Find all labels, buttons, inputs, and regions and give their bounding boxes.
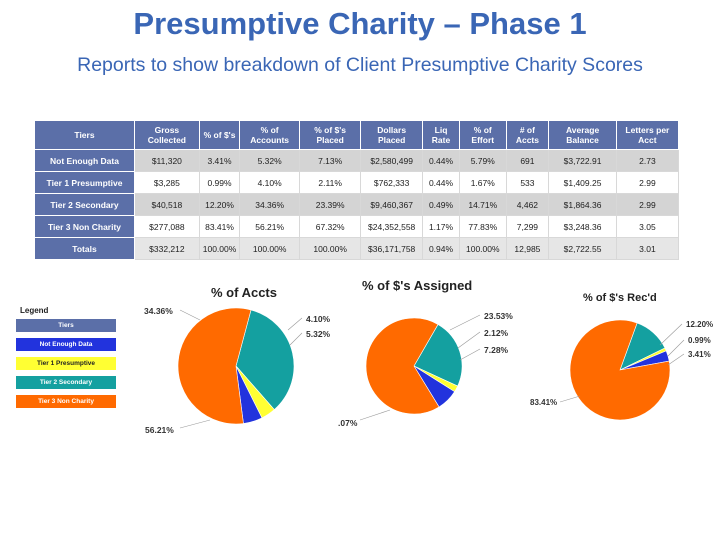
pie-slice-tier-3-non-charity <box>177 307 252 425</box>
row-label: Tier 2 Secondary <box>34 193 135 216</box>
table-header-row: Tiers Gross Collected % of $'s % of Acco… <box>34 120 680 150</box>
table-cell: 100.00% <box>298 237 362 260</box>
pie-chart-dollars-assigned <box>365 317 463 415</box>
table-cell: 100.00% <box>459 237 507 260</box>
table-cell: 0.94% <box>421 237 461 260</box>
table-cell: $40,518 <box>134 193 200 216</box>
table-cell: 4,462 <box>505 193 550 216</box>
table-cell: $9,460,367 <box>360 193 423 216</box>
col-gross-collected: Gross Collected <box>134 120 200 150</box>
col-pct-dollars-placed: % of $'s Placed <box>298 120 362 150</box>
leader-line <box>449 314 481 331</box>
table-row: Tier 2 Secondary $40,518 12.20% 34.36% 2… <box>34 193 680 216</box>
page-subtitle: Reports to show breakdown of Client Pres… <box>77 54 643 76</box>
pie2-label-tier1: 2.12% <box>484 328 509 338</box>
legend-item-tier3: Tier 3 Non Charity <box>16 395 116 408</box>
col-pct-dollars: % of $'s <box>198 120 241 150</box>
table-cell: $11,320 <box>134 149 200 172</box>
row-label: Totals <box>34 237 135 260</box>
col-pct-effort: % of Effort <box>459 120 507 150</box>
leader-line <box>289 332 303 346</box>
table-cell: 2.99 <box>615 193 680 216</box>
table-cell: $36,171,758 <box>360 237 423 260</box>
label-leader-lines <box>179 309 685 429</box>
leader-line <box>459 348 481 361</box>
legend-item-tier2: Tier 2 Secondary <box>16 376 116 389</box>
table-cell: 100.00% <box>239 237 300 260</box>
leader-line <box>559 395 581 403</box>
legend-heading: Legend <box>20 306 49 315</box>
pie2-label-tier3: .07% <box>338 418 358 428</box>
table-cell: 14.71% <box>459 193 507 216</box>
pie3-label-tier2: 12.20% <box>686 320 714 329</box>
pie1-label-tier1: 4.10% <box>306 314 331 324</box>
leader-line <box>359 409 391 421</box>
table-row-totals: Totals $332,212 100.00% 100.00% 100.00% … <box>34 237 680 260</box>
leader-line <box>659 323 683 346</box>
table-row: Tier 1 Presumptive $3,285 0.99% 4.10% 2.… <box>34 171 680 194</box>
pie-slice-tier-2-secondary <box>235 309 295 411</box>
pie1-label-tier2: 34.36% <box>144 306 173 316</box>
table-cell: 2.99 <box>615 171 680 194</box>
summary-table: Tiers Gross Collected % of $'s % of Acco… <box>34 120 680 260</box>
leader-line <box>457 331 481 349</box>
col-average-balance: Average Balance <box>548 120 617 150</box>
table-cell: $3,722.91 <box>548 149 617 172</box>
table-cell: 3.01 <box>615 237 680 260</box>
pie2-title: % of $'s Assigned <box>362 278 473 293</box>
table-cell: 5.79% <box>459 149 507 172</box>
pie3-label-tier3: 83.41% <box>530 398 558 407</box>
pie1-title: % of Accts <box>211 285 277 300</box>
pie3-label-tier1: 0.99% <box>688 336 711 345</box>
page-title: Presumptive Charity – Phase 1 <box>133 6 587 41</box>
pie3-title: % of $'s Rec'd <box>583 292 657 304</box>
pie-slice-tier-3-non-charity <box>365 317 440 415</box>
table-cell: 23.39% <box>298 193 362 216</box>
leader-line <box>287 317 303 331</box>
legend-item-tiers: Tiers <box>16 319 116 332</box>
pie-chart-dollars-recd <box>569 319 671 421</box>
row-label: Not Enough Data <box>34 149 135 172</box>
leader-line <box>667 353 685 366</box>
leader-line <box>179 309 201 321</box>
pie2-label-tier2: 23.53% <box>484 311 513 321</box>
pie3-label-notenough: 3.41% <box>688 350 711 359</box>
pie1-label-tier3: 56.21% <box>145 425 174 435</box>
table-cell: 0.49% <box>421 193 461 216</box>
table-cell: 100.00% <box>198 237 241 260</box>
table-cell: 7.13% <box>298 149 362 172</box>
col-pct-accounts: % of Accounts <box>239 120 300 150</box>
table-cell: 12,985 <box>505 237 550 260</box>
legend-item-tier1: Tier 1 Presumptive <box>16 357 116 370</box>
legend-item-not-enough-data: Not Enough Data <box>16 338 116 351</box>
col-dollars-placed: Dollars Placed <box>360 120 423 150</box>
col-num-accts: # of Accts <box>505 120 550 150</box>
table-cell: $332,212 <box>134 237 200 260</box>
pie-slice-tier-3-non-charity <box>569 319 671 421</box>
table-cell: 0.44% <box>421 149 461 172</box>
pie-chart-accts <box>177 307 295 425</box>
pie-slice-tier-2-secondary <box>413 324 463 387</box>
legend: Legend Tiers Not Enough Data Tier 1 Pres… <box>16 306 116 414</box>
leader-line <box>667 339 685 357</box>
table-cell: 2.73 <box>615 149 680 172</box>
table-cell: 77.83% <box>459 215 507 238</box>
table-cell: 34.36% <box>239 193 300 216</box>
pie2-label-notenough: 7.28% <box>484 345 509 355</box>
col-tiers: Tiers <box>34 120 135 150</box>
col-letters-per-acct: Letters per Acct <box>615 120 680 150</box>
pie1-label-notenough: 5.32% <box>306 329 331 339</box>
col-liq-rate: Liq Rate <box>421 120 461 150</box>
table-cell: $2,722.55 <box>548 237 617 260</box>
leader-line <box>179 419 211 429</box>
table-cell: $1,864.36 <box>548 193 617 216</box>
row-label: Tier 3 Non Charity <box>34 215 135 238</box>
